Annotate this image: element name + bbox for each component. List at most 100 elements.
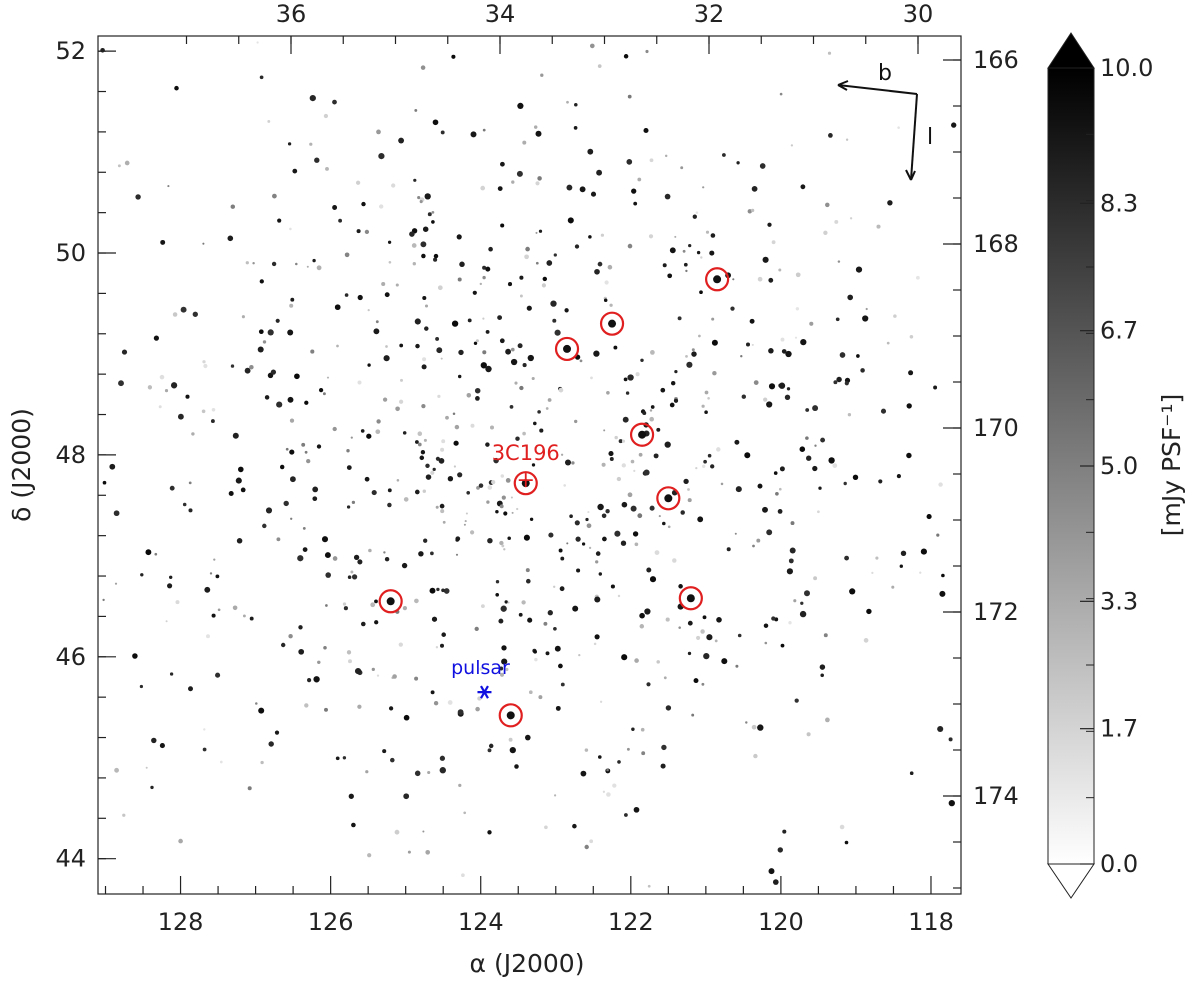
point-source xyxy=(650,405,655,409)
point-source xyxy=(603,298,608,303)
point-source xyxy=(778,487,782,491)
point-source xyxy=(332,556,338,561)
point-source xyxy=(424,326,429,331)
point-source xyxy=(211,613,216,618)
point-source xyxy=(778,382,786,389)
point-source xyxy=(677,316,682,321)
point-source xyxy=(560,682,565,687)
point-source xyxy=(165,620,168,623)
point-source xyxy=(457,374,462,379)
point-source xyxy=(375,429,381,435)
point-source xyxy=(661,744,667,751)
point-source xyxy=(441,632,446,637)
point-source xyxy=(605,509,610,514)
top-tick-label: 30 xyxy=(903,0,934,28)
point-source xyxy=(525,246,530,252)
point-source xyxy=(550,300,557,307)
point-source xyxy=(500,474,505,478)
point-source xyxy=(375,320,379,324)
point-source xyxy=(285,447,289,451)
point-source xyxy=(503,548,506,551)
point-source xyxy=(812,405,819,412)
point-source xyxy=(178,838,183,844)
point-source xyxy=(781,349,787,354)
point-source xyxy=(843,481,847,486)
point-source xyxy=(413,178,417,182)
point-source xyxy=(616,476,622,482)
point-source xyxy=(392,674,397,679)
point-source xyxy=(357,704,362,709)
point-source xyxy=(211,408,216,412)
point-source xyxy=(533,125,538,129)
point-source xyxy=(154,552,158,556)
point-source xyxy=(431,616,438,622)
point-source xyxy=(768,383,776,390)
x-tick-label: 126 xyxy=(308,908,354,936)
y-tick-label: 44 xyxy=(55,845,86,873)
point-source xyxy=(351,574,358,580)
point-source xyxy=(368,548,372,553)
point-source xyxy=(403,497,409,502)
point-source xyxy=(523,534,530,541)
point-source xyxy=(626,747,630,751)
point-source xyxy=(612,783,617,788)
plot-area xyxy=(98,36,961,894)
point-source xyxy=(554,329,561,336)
point-source xyxy=(485,329,490,334)
point-source xyxy=(309,94,316,102)
point-source xyxy=(289,303,294,308)
point-source xyxy=(691,351,697,357)
arrow-b-head-icon xyxy=(837,80,849,91)
point-source xyxy=(102,598,105,602)
point-source xyxy=(862,315,869,322)
point-source xyxy=(757,483,763,489)
point-source xyxy=(627,492,633,498)
point-source xyxy=(312,486,319,493)
point-source xyxy=(335,756,340,761)
point-source xyxy=(544,825,548,830)
point-source xyxy=(938,482,943,487)
point-source xyxy=(418,551,424,557)
point-source xyxy=(665,617,670,622)
point-source xyxy=(909,335,914,339)
point-source xyxy=(933,385,938,390)
point-source xyxy=(441,439,446,444)
point-source xyxy=(139,684,144,689)
point-source xyxy=(518,612,523,617)
point-source xyxy=(420,65,426,70)
point-source xyxy=(317,660,321,665)
point-source xyxy=(751,724,757,730)
point-source xyxy=(361,201,366,207)
point-source xyxy=(442,520,446,524)
point-source xyxy=(342,602,347,606)
point-source xyxy=(533,649,537,654)
point-source xyxy=(470,423,475,428)
point-source xyxy=(566,184,573,191)
point-source xyxy=(763,397,768,402)
point-source xyxy=(304,450,308,454)
point-source xyxy=(476,486,480,490)
point-source xyxy=(140,573,144,577)
point-source xyxy=(667,273,673,279)
orientation-label-l: l xyxy=(927,125,933,150)
point-source xyxy=(780,643,785,648)
point-source xyxy=(388,706,394,711)
colorbar-tick-label: 6.7 xyxy=(1100,317,1138,345)
point-source xyxy=(662,521,666,526)
colorbar-tick-label: 10.0 xyxy=(1100,54,1153,82)
point-source xyxy=(590,376,593,380)
point-source xyxy=(489,425,495,430)
point-source xyxy=(633,806,640,813)
point-source xyxy=(658,515,661,518)
point-source xyxy=(453,465,457,468)
point-source xyxy=(423,538,428,543)
point-source xyxy=(371,667,375,672)
point-source xyxy=(704,390,709,395)
circled-source-core xyxy=(664,494,673,503)
point-source xyxy=(402,605,408,611)
point-source xyxy=(259,75,264,80)
point-source xyxy=(800,338,807,346)
circled-source-core xyxy=(386,597,395,606)
point-source xyxy=(438,458,445,464)
circled-source xyxy=(705,267,730,292)
